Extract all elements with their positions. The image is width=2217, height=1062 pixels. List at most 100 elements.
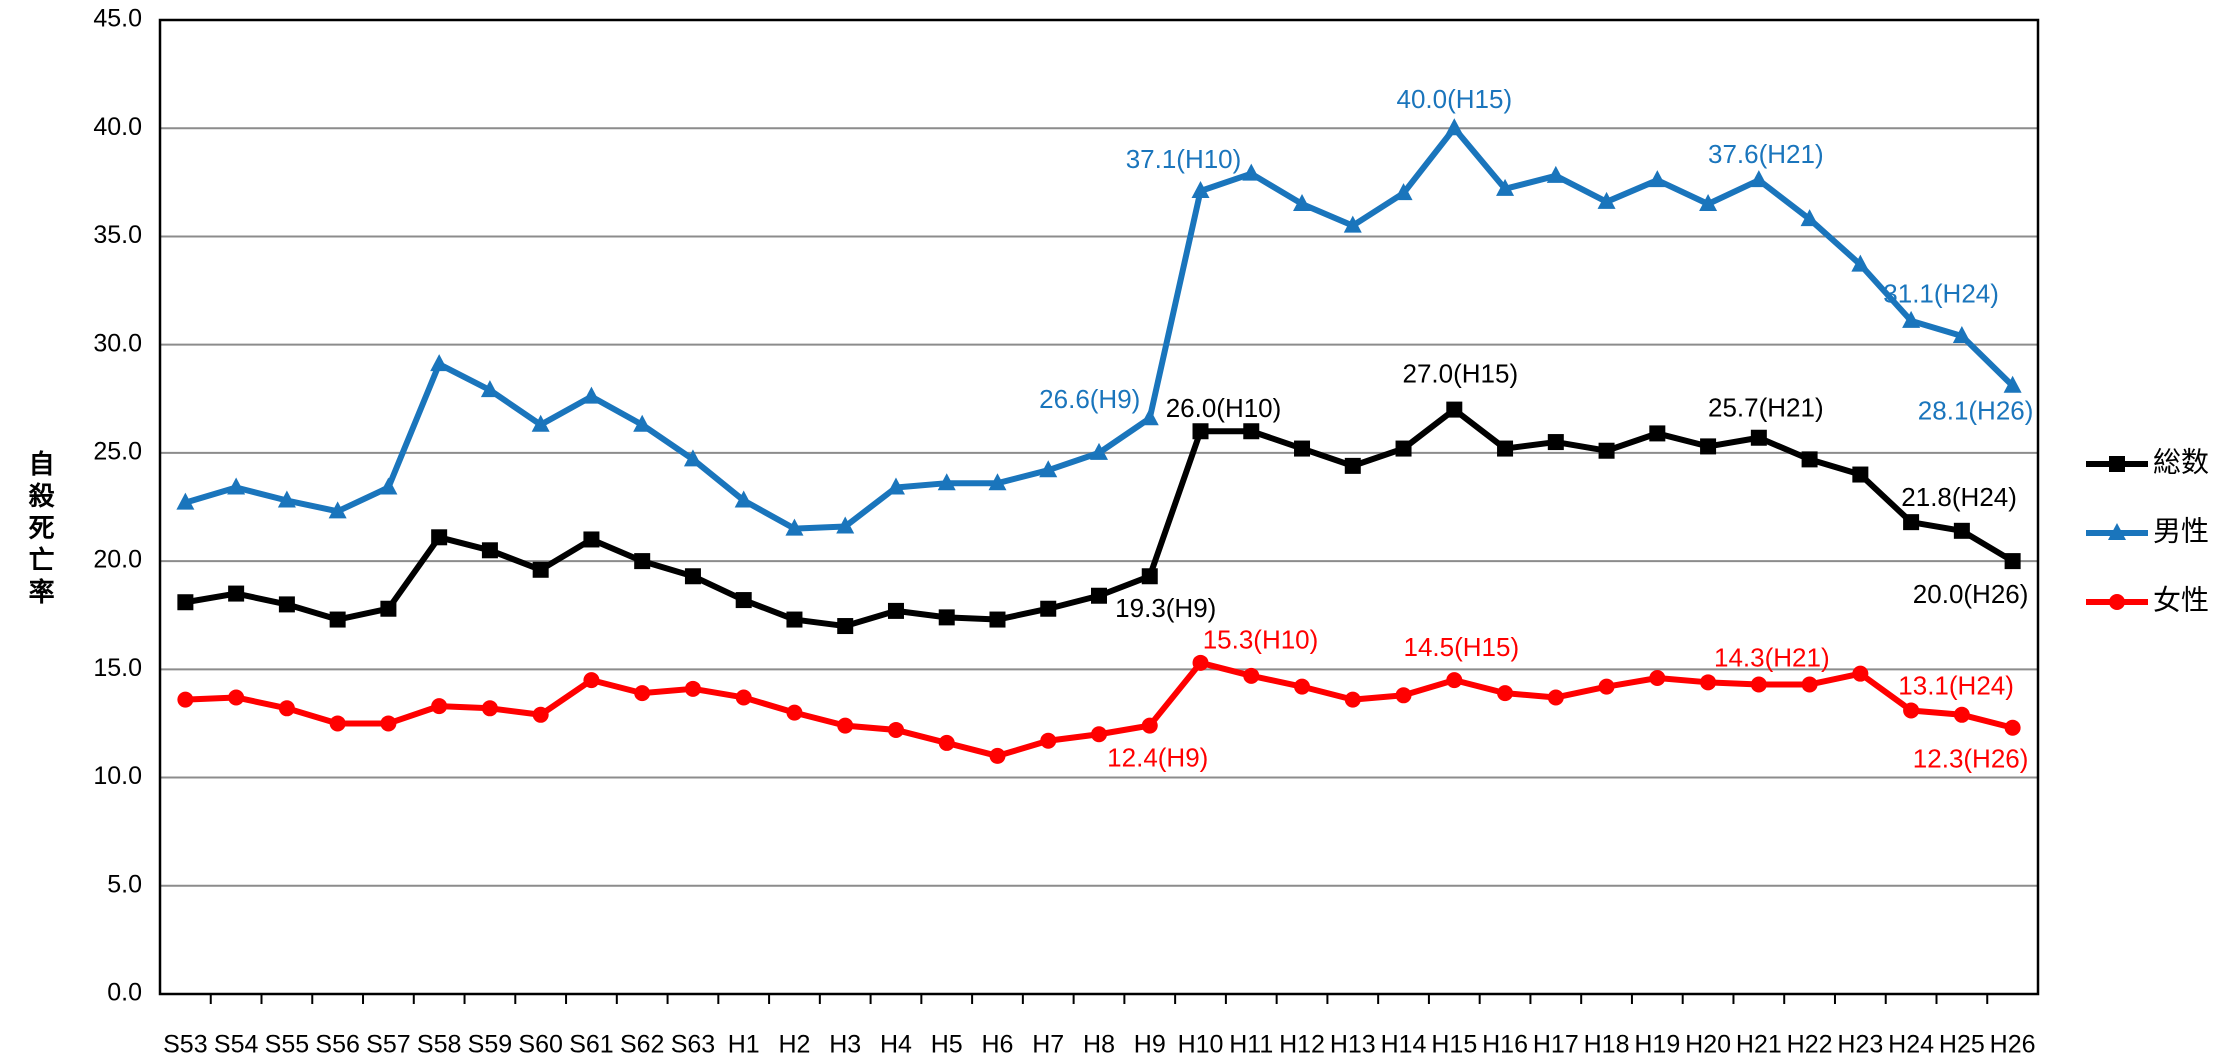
marker — [837, 717, 854, 734]
marker — [1852, 665, 1869, 682]
marker — [532, 706, 549, 723]
marker — [1243, 667, 1260, 684]
marker — [1293, 193, 1312, 211]
marker — [1191, 180, 1210, 198]
marker — [1192, 654, 1209, 671]
marker — [735, 592, 752, 609]
marker — [1497, 440, 1514, 457]
marker — [1294, 440, 1311, 457]
x-tick-label: S56 — [315, 1031, 359, 1059]
legend-label: 総数 — [2153, 446, 2209, 477]
marker — [836, 516, 855, 534]
x-tick-label: H15 — [1431, 1031, 1477, 1059]
y-tick-label: 0.0 — [107, 979, 142, 1007]
marker — [1496, 178, 1515, 196]
marker — [1039, 460, 1058, 478]
x-tick-label: H12 — [1279, 1031, 1325, 1059]
data-label: 13.1(H24) — [1898, 670, 2014, 700]
data-label: 37.1(H10) — [1126, 144, 1242, 174]
marker — [1952, 326, 1971, 344]
marker — [176, 492, 195, 510]
marker — [1546, 165, 1565, 183]
x-tick-label: H7 — [1032, 1031, 1064, 1059]
marker — [1598, 442, 1615, 459]
marker — [1344, 691, 1361, 708]
x-tick-label: H1 — [728, 1031, 760, 1059]
marker — [1090, 442, 1108, 460]
data-label: 12.4(H9) — [1107, 742, 1208, 772]
marker — [2004, 553, 2021, 570]
marker — [1801, 676, 1818, 693]
marker — [481, 542, 498, 559]
marker — [583, 672, 600, 689]
x-tick-label: S63 — [671, 1031, 715, 1059]
marker — [734, 490, 753, 508]
marker — [634, 685, 651, 702]
x-tick-label: S62 — [620, 1031, 664, 1059]
marker — [329, 715, 346, 732]
marker — [328, 501, 347, 519]
marker — [887, 602, 904, 619]
marker — [786, 704, 803, 721]
marker — [1953, 706, 1970, 723]
y-tick-label: 45.0 — [93, 5, 142, 33]
marker — [1294, 678, 1311, 695]
x-tick-label: S61 — [569, 1031, 613, 1059]
marker — [1700, 438, 1717, 455]
y-tick-label: 5.0 — [107, 870, 142, 898]
x-tick-label: H5 — [931, 1031, 963, 1059]
x-tick-label: H2 — [778, 1031, 810, 1059]
data-label: 26.6(H9) — [1039, 384, 1140, 414]
marker — [684, 680, 701, 697]
y-axis-label: 自殺死亡率 — [25, 449, 55, 610]
marker — [1141, 717, 1158, 734]
data-label: 20.0(H26) — [1913, 579, 2029, 609]
data-label: 19.3(H9) — [1115, 593, 1216, 623]
marker — [683, 449, 702, 467]
marker — [1395, 440, 1412, 457]
marker — [1648, 170, 1667, 188]
marker — [938, 609, 955, 626]
x-tick-label: H25 — [1939, 1031, 1985, 1059]
marker — [837, 618, 854, 635]
marker — [1903, 702, 1920, 719]
marker — [532, 561, 549, 578]
marker — [1192, 423, 1209, 440]
marker — [1547, 434, 1564, 451]
legend-label: 男性 — [2153, 515, 2209, 546]
x-tick-label: H13 — [1330, 1031, 1376, 1059]
marker — [481, 700, 498, 717]
marker — [1800, 209, 1819, 227]
legend-marker — [2109, 456, 2125, 472]
x-tick-label: S54 — [214, 1031, 259, 1059]
x-tick-label: H22 — [1787, 1031, 1833, 1059]
y-tick-label: 25.0 — [93, 437, 142, 465]
marker — [1597, 191, 1616, 209]
marker — [431, 529, 448, 546]
x-tick-label: H26 — [1990, 1031, 2036, 1059]
data-label: 40.0(H15) — [1396, 84, 1512, 114]
marker — [329, 611, 346, 628]
marker — [277, 490, 296, 508]
x-tick-label: H11 — [1229, 1031, 1273, 1059]
marker — [1141, 568, 1158, 585]
x-tick-label: S55 — [265, 1031, 309, 1059]
marker — [380, 600, 397, 617]
x-tick-label: S59 — [468, 1031, 512, 1059]
marker — [1040, 732, 1057, 749]
y-tick-label: 20.0 — [93, 546, 142, 574]
marker — [1343, 215, 1362, 233]
marker — [887, 721, 904, 738]
marker — [988, 473, 1007, 491]
x-tick-label: S60 — [518, 1031, 562, 1059]
marker — [177, 691, 194, 708]
x-tick-label: H17 — [1533, 1031, 1579, 1059]
marker — [380, 715, 397, 732]
legend-label: 女性 — [2153, 584, 2209, 615]
marker — [1445, 118, 1464, 136]
marker — [989, 747, 1006, 764]
x-tick-label: H19 — [1634, 1031, 1680, 1059]
